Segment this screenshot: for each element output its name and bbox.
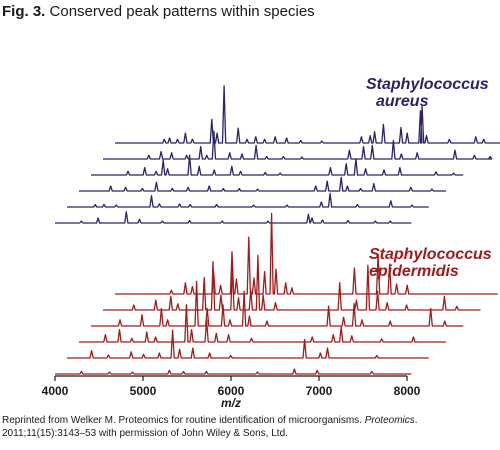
species-labels: Staphylococcus aureus Staphylococcus epi… bbox=[366, 76, 492, 280]
figure-number: Fig. 3. bbox=[2, 3, 46, 20]
spectrum-epidermidis-2 bbox=[67, 329, 429, 359]
species-label-epidermidis-line2: epidermidis bbox=[369, 263, 459, 280]
x-axis-label: m/z bbox=[221, 396, 241, 410]
spectrum-aureus-6 bbox=[115, 85, 500, 144]
spectrum-aureus-3 bbox=[79, 176, 446, 192]
spectrum-epidermidis-5 bbox=[103, 254, 481, 311]
x-axis bbox=[54, 375, 408, 381]
spectrum-aureus-2 bbox=[67, 192, 429, 208]
caption-text-pre: Reprinted from Welker M. Proteomics for … bbox=[2, 415, 365, 426]
figure-title-text: Conserved peak patterns within species bbox=[49, 3, 315, 20]
x-tick-label-8000: 8000 bbox=[394, 384, 421, 398]
figure-title: Fig. 3. Conserved peak patterns within s… bbox=[2, 3, 315, 20]
spectrum-epidermidis-4 bbox=[91, 280, 464, 327]
caption-text-post: . 2011;11(15):3143–53 with permission of… bbox=[2, 415, 418, 439]
species-label-aureus-line2: aureus bbox=[376, 93, 429, 110]
x-tick-label-5000: 5000 bbox=[130, 384, 157, 398]
x-tick-label-6000: 6000 bbox=[218, 384, 245, 398]
x-tick-label-4000: 4000 bbox=[42, 384, 69, 398]
species-label-epidermidis-line1: Staphylococcus bbox=[369, 246, 492, 263]
spectrum-epidermidis-6 bbox=[115, 212, 498, 295]
spectrum-aureus-4 bbox=[91, 154, 464, 176]
caption-journal: Proteomics bbox=[364, 415, 415, 426]
spectra-layer bbox=[55, 85, 500, 375]
spectrum-aureus-5 bbox=[103, 130, 493, 160]
spectrum-aureus-1 bbox=[55, 211, 412, 224]
spectrum-epidermidis-1 bbox=[55, 368, 412, 375]
x-tick-label-7000: 7000 bbox=[306, 384, 333, 398]
figure-caption: Reprinted from Welker M. Proteomics for … bbox=[2, 414, 498, 440]
stacked-spectra-chart: Staphylococcus aureus Staphylococcus epi… bbox=[42, 76, 500, 410]
species-label-aureus-line1: Staphylococcus bbox=[366, 76, 489, 93]
spectrum-epidermidis-3 bbox=[79, 304, 446, 343]
